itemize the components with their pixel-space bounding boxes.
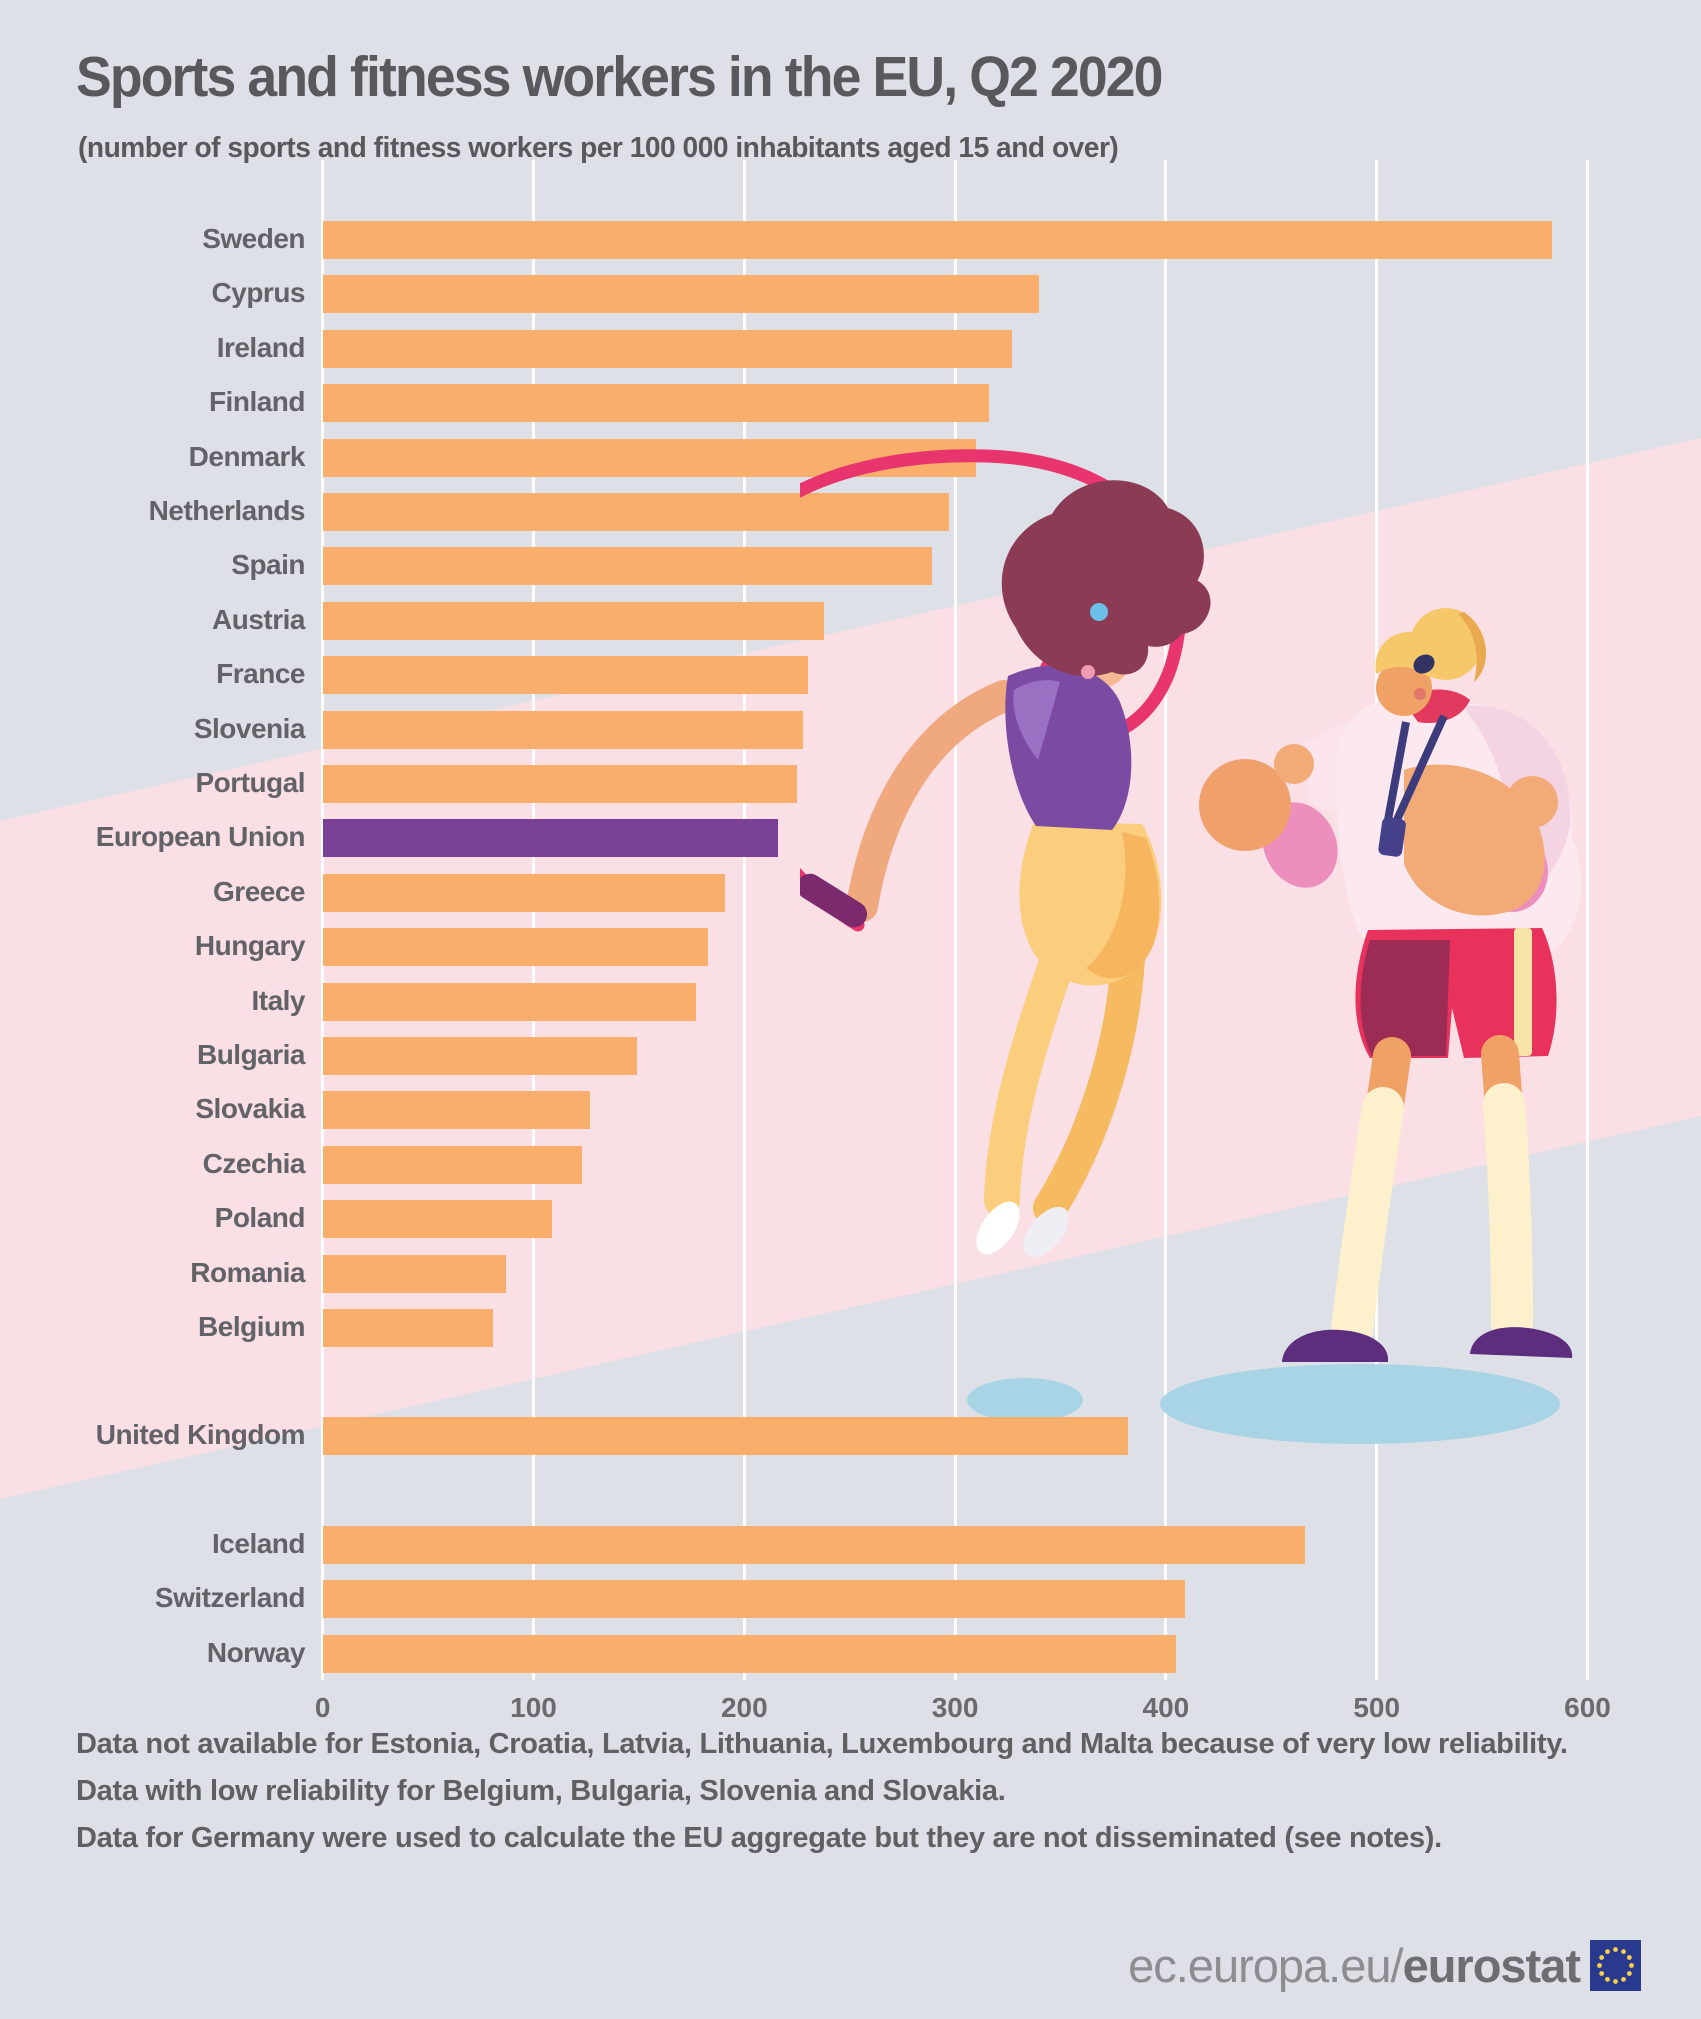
bar-norway (322, 1634, 1177, 1673)
bar-portugal (322, 765, 797, 803)
country-label-finland: Finland (208, 386, 306, 418)
country-label-switzerland: Switzerland (154, 1582, 306, 1614)
country-label-denmark: Denmark (188, 440, 306, 472)
bar-ireland (322, 329, 1012, 368)
bar-sweden (322, 221, 1552, 259)
bar-switzerland (322, 1580, 1185, 1619)
trainer-right-shoe (1470, 1327, 1573, 1358)
bar-greece (322, 873, 726, 912)
eurostat-url: ec.europa.eu/eurostat (1128, 1938, 1581, 1993)
x-tick-label: 300 (931, 1692, 979, 1723)
bar-belgium (322, 1309, 494, 1347)
country-label-spain: Spain (231, 549, 305, 581)
page-title: Sports and fitness workers in the EU, Q2… (76, 45, 1163, 109)
bar-spain (322, 547, 932, 586)
bar-denmark (322, 438, 977, 477)
country-label-european-union: European Union (95, 821, 306, 853)
bar-hungary (322, 928, 709, 967)
country-label-france: France (216, 658, 305, 690)
bar-iceland (322, 1525, 1305, 1564)
trainer-left-shoe (1282, 1329, 1389, 1362)
jumper-shadow (967, 1378, 1083, 1422)
bar-france (322, 656, 808, 695)
eu-flag-icon (1590, 1940, 1641, 1991)
country-label-bulgaria: Bulgaria (196, 1039, 306, 1070)
url-bold: eurostat (1402, 1939, 1581, 1992)
country-label-netherlands: Netherlands (148, 495, 306, 526)
bar-slovakia (322, 1091, 591, 1130)
x-tick-label: 400 (1142, 1692, 1190, 1723)
bar-netherlands (322, 493, 949, 531)
trainer-shadow (1160, 1364, 1560, 1444)
bar-romania (322, 1254, 507, 1293)
bar-united-kingdom (322, 1417, 1128, 1456)
country-label-norway: Norway (206, 1636, 306, 1668)
bar-czechia (322, 1145, 582, 1184)
footnote-line: Data with low reliability for Belgium, B… (76, 1775, 1006, 1807)
country-label-poland: Poland (214, 1202, 306, 1234)
footnote-line: Data for Germany were used to calculate … (76, 1822, 1442, 1854)
x-tick-label: 100 (510, 1692, 557, 1723)
x-tick-label: 200 (720, 1692, 768, 1723)
country-label-sweden: Sweden (202, 223, 305, 254)
country-label-greece: Greece (213, 875, 305, 907)
country-label-italy: Italy (251, 984, 305, 1016)
country-label-belgium: Belgium (198, 1311, 305, 1342)
gridline-600 (1586, 160, 1589, 1680)
x-tick-label: 500 (1353, 1692, 1401, 1723)
bar-european-union (322, 819, 778, 858)
bar-slovenia (322, 710, 804, 749)
country-label-romania: Romania (190, 1256, 305, 1288)
gridline-0 (321, 160, 325, 1680)
country-label-ireland: Ireland (216, 331, 306, 363)
footnotes: Data not available for Estonia, Croatia,… (76, 1728, 1568, 1869)
country-label-slovakia: Slovakia (195, 1093, 305, 1125)
footer: ec.europa.eu/eurostat (1128, 1938, 1641, 1993)
country-label-portugal: Portugal (195, 767, 305, 798)
bar-bulgaria (322, 1037, 637, 1075)
country-label-iceland: Iceland (212, 1527, 305, 1559)
country-label-czechia: Czechia (202, 1147, 306, 1179)
country-label-cyprus: Cyprus (211, 277, 306, 309)
country-label-austria: Austria (212, 603, 305, 635)
bar-finland (322, 384, 989, 423)
bar-poland (322, 1200, 553, 1239)
url-regular: ec.europa.eu/ (1128, 1939, 1403, 1992)
gridline-100 (532, 160, 535, 1680)
gridline-200 (742, 160, 746, 1680)
country-label-slovenia: Slovenia (193, 712, 306, 744)
page-subtitle: (number of sports and fitness workers pe… (78, 132, 1119, 164)
eu-flag-stars (1597, 1947, 1634, 1984)
x-tick-label: 600 (1564, 1692, 1611, 1723)
gridline-400 (1164, 160, 1168, 1680)
bar-cyprus (322, 275, 1040, 314)
footnote-line: Data not available for Estonia, Croatia,… (76, 1728, 1568, 1760)
gridline-500 (1375, 160, 1379, 1680)
bar-italy (322, 982, 696, 1021)
x-tick-label: 0 (314, 1692, 331, 1723)
country-label-hungary: Hungary (194, 930, 306, 962)
country-label-united-kingdom: United Kingdom (95, 1419, 306, 1451)
bar-austria (322, 601, 825, 640)
